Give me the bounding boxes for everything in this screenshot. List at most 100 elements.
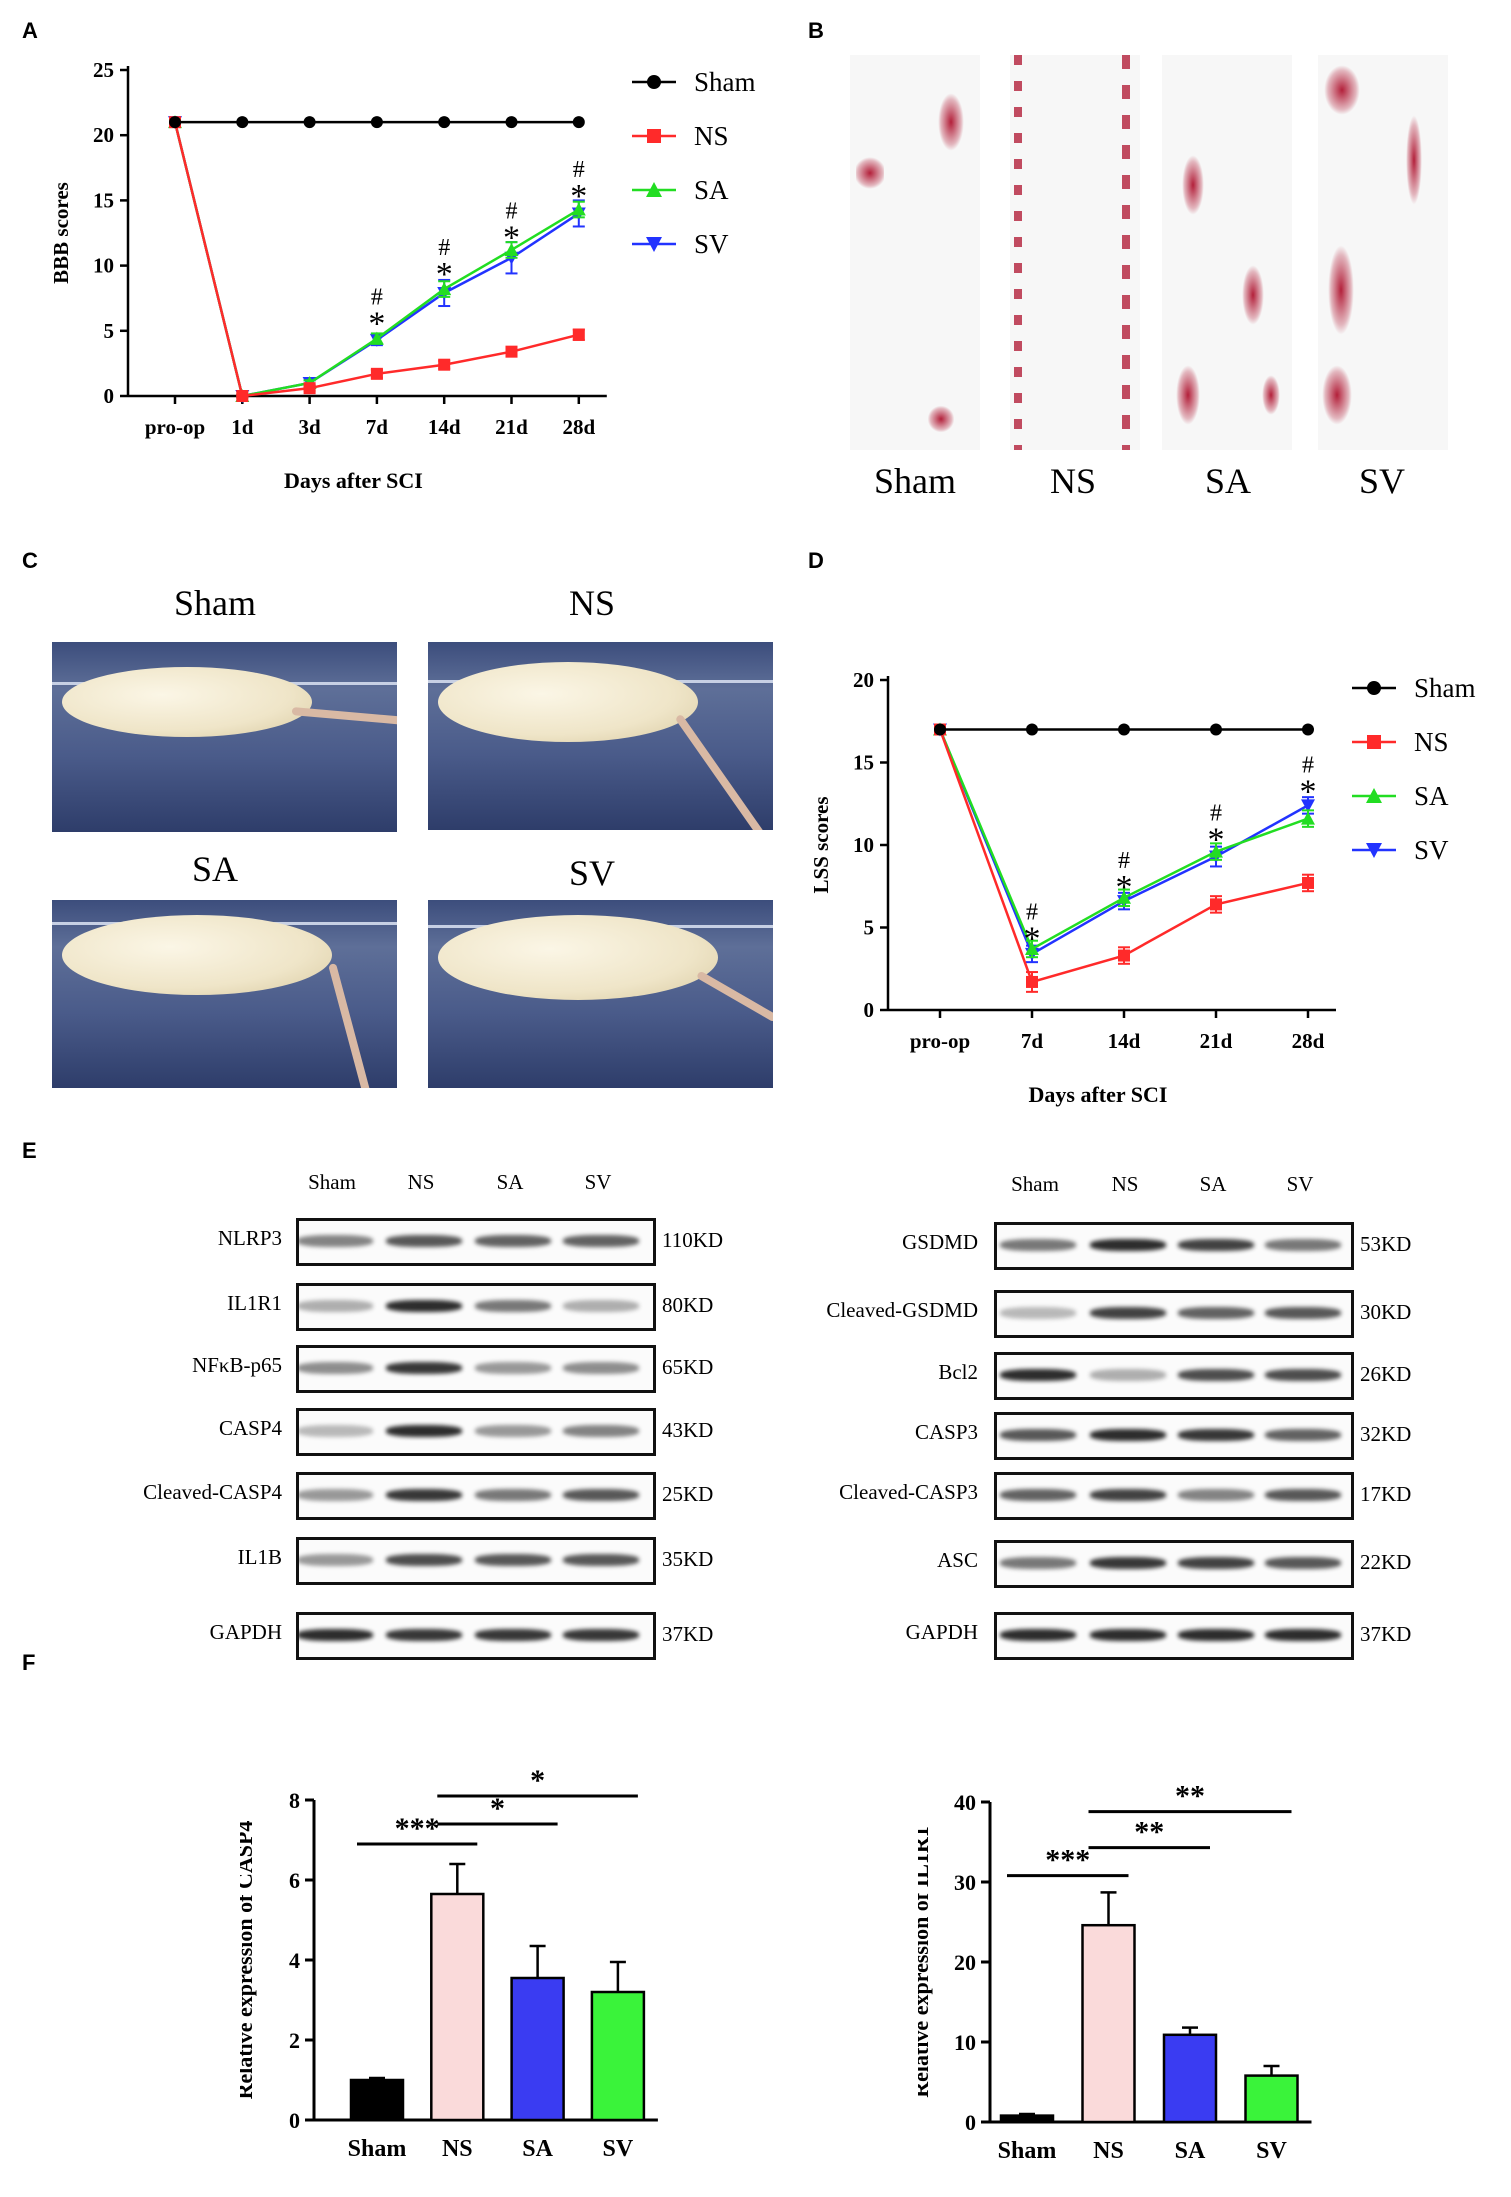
molecular-weight-label: 35KD	[662, 1547, 714, 1571]
blot-strip	[994, 1612, 1354, 1660]
blot-band	[1178, 1557, 1254, 1569]
x-tick-label: 1d	[231, 415, 254, 439]
data-point	[236, 390, 249, 402]
blot-band	[299, 1489, 373, 1501]
panel-letter-c: C	[22, 548, 38, 573]
legend-label: SA	[694, 175, 729, 205]
data-point	[438, 116, 451, 129]
protein-label: GAPDH	[905, 1620, 978, 1644]
y-axis-title: Relative expression of CASP4	[240, 1821, 257, 2100]
blot-band	[1265, 1239, 1341, 1251]
blot-strip	[296, 1218, 656, 1266]
data-point	[1302, 723, 1314, 736]
blot-band	[1265, 1629, 1341, 1641]
x-tick-label: NS	[442, 2136, 473, 2162]
data-point	[1026, 975, 1038, 988]
series-line	[938, 729, 1309, 956]
blot-band	[475, 1554, 551, 1566]
x-tick-label: 3d	[299, 415, 322, 439]
blot-band	[386, 1629, 462, 1641]
significance-mark: **	[1134, 1816, 1164, 1849]
data-point	[505, 345, 518, 358]
series-line	[173, 121, 580, 398]
blot-band	[563, 1489, 639, 1501]
y-tick-label: 0	[104, 384, 115, 408]
y-tick-label: 20	[853, 668, 874, 692]
blot-band	[299, 1554, 373, 1566]
lane-label: Sham	[1011, 1172, 1059, 1196]
y-tick-label: 4	[289, 1948, 300, 1973]
protein-label: Cleaved-CASP3	[839, 1480, 978, 1504]
blot-band	[475, 1489, 551, 1501]
significance-mark: *	[436, 256, 453, 293]
blot-band	[386, 1489, 462, 1501]
bar	[510, 1976, 565, 2122]
significance-mark: *	[503, 220, 520, 257]
protein-label: Bcl2	[938, 1360, 978, 1384]
protein-label: CASP4	[218, 1416, 282, 1440]
significance-mark: #	[1302, 752, 1314, 778]
data-point	[370, 116, 383, 129]
bbb-score-line-chart: 0 5 10 15 20 25 pro-op 1d 3d 7d 14d 21d 28d Days afte…	[49, 58, 756, 493]
molecular-weight-label: 80KD	[662, 1293, 714, 1317]
blot-band	[1090, 1307, 1166, 1319]
significance-mark: #	[1118, 848, 1130, 874]
y-tick-label: 25	[93, 58, 114, 82]
significance-mark: *	[1208, 821, 1225, 858]
blot-band	[1090, 1629, 1166, 1641]
blot-band	[1090, 1429, 1166, 1441]
footprint-strip-sv	[1318, 55, 1448, 450]
data-point	[1210, 723, 1222, 736]
significance-mark: #	[1026, 899, 1038, 925]
blot-band	[1178, 1369, 1254, 1381]
data-point	[1302, 876, 1314, 889]
blot-band	[1265, 1489, 1341, 1501]
blot-band	[299, 1235, 373, 1247]
y-tick-label: 10	[954, 2030, 976, 2055]
legend-label: Sham	[694, 67, 756, 97]
blot-band	[1178, 1489, 1254, 1501]
significance-mark: ***	[395, 1812, 440, 1845]
legend-marker	[1367, 735, 1381, 749]
data-point	[1026, 723, 1038, 736]
legend-label: NS	[1414, 727, 1449, 757]
swim-label-sa: SA	[191, 849, 239, 889]
data-point	[1209, 844, 1223, 858]
molecular-weight-label: 43KD	[662, 1418, 714, 1442]
lane-label: SA	[496, 1170, 524, 1194]
blot-band	[563, 1629, 639, 1641]
swim-photo-sa	[52, 900, 397, 1088]
blot-band	[1000, 1369, 1076, 1381]
protein-label: Cleaved-GSDMD	[826, 1298, 978, 1322]
footprint-label-sv: SV	[1358, 461, 1406, 501]
blot-band	[1000, 1307, 1076, 1319]
bar	[430, 1892, 485, 2122]
y-tick-label: 20	[954, 1950, 976, 1975]
blot-band	[563, 1425, 639, 1437]
blot-strip	[994, 1540, 1354, 1588]
protein-label: ASC	[937, 1548, 978, 1572]
y-axis-title: Relative expression of IL1R1	[918, 1826, 933, 2098]
swim-photo-sv	[428, 900, 773, 1088]
lane-label: SA	[1199, 1172, 1227, 1196]
blot-band	[1265, 1429, 1341, 1441]
blot-band	[1265, 1557, 1341, 1569]
molecular-weight-label: 37KD	[1360, 1622, 1412, 1646]
blot-strip	[994, 1290, 1354, 1338]
significance-mark: **	[1175, 1780, 1205, 1813]
data-point	[369, 331, 384, 345]
blot-strip	[296, 1612, 656, 1660]
blot-strip	[296, 1537, 656, 1585]
protein-label: IL1R1	[227, 1291, 282, 1315]
data-point	[504, 242, 519, 256]
x-tick-label: Sham	[998, 2138, 1057, 2164]
data-point	[572, 328, 585, 341]
significance-mark: *	[490, 1792, 505, 1825]
lane-label: NS	[1111, 1172, 1139, 1196]
y-tick-label: 8	[289, 1788, 300, 1813]
data-point	[505, 116, 518, 129]
data-point	[169, 116, 181, 129]
x-tick-label: pro-op	[145, 415, 205, 439]
x-tick-label: 28d	[1292, 1029, 1325, 1053]
bar	[999, 2114, 1055, 2124]
